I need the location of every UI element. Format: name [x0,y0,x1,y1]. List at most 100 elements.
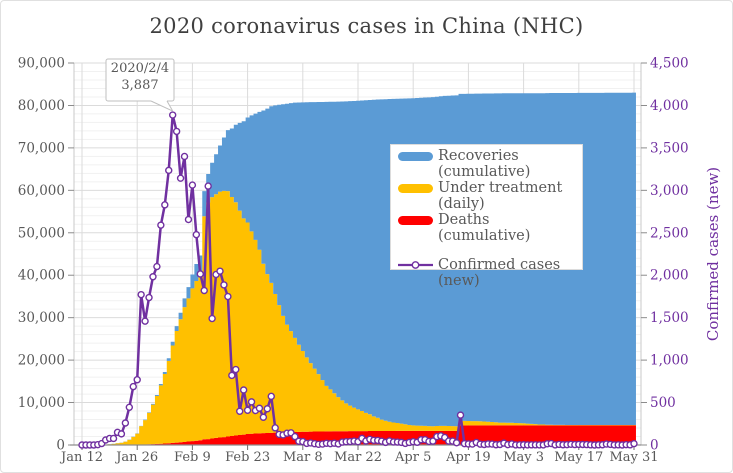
marker-confirmed-new [243,406,252,414]
right-axis-title: Confirmed cases (new) [704,167,722,341]
legend: Recoveries (cumulative) Under treatment (… [390,144,583,289]
marker-confirmed-new [196,270,204,278]
right-axis-label: 1,500 [650,310,689,326]
left-axis-label: 10,000 [18,395,65,411]
marker-confirmed-new [236,407,244,415]
under-treatment-daily-swatch [398,180,433,196]
x-axis-label: Apr 5 [394,450,431,465]
right-axis-label: 2,000 [650,268,689,284]
left-axis-label: 90,000 [18,56,65,72]
marker-confirmed-new [184,215,193,224]
x-axis-label: Mar 8 [283,450,323,465]
x-axis-label: May 3 [503,450,544,465]
left-axis-label: 70,000 [18,140,65,156]
annotation-pointer-edge [166,100,174,112]
annotation-pointer-edge [150,100,173,112]
marker-confirmed-new [117,430,126,438]
marker-confirmed-new [204,182,212,190]
marker-confirmed-new [255,404,264,412]
right-axis-label: 0 [650,438,659,454]
area-deaths-cumulative [80,425,636,445]
marker-confirmed-new [157,221,165,229]
marker-confirmed-new [232,365,240,374]
area-swatch [398,184,433,193]
area-under-treatment-daily [80,190,636,445]
legend-label: Recoveries (cumulative) [438,148,531,180]
recoveries-cumulative-swatch [398,148,433,164]
x-axis-label: Jan 26 [114,450,158,465]
left-axis-label: 40,000 [18,268,65,284]
marker-confirmed-new [125,403,134,412]
marker-confirmed-new [121,419,130,427]
right-axis-label: 1,000 [650,353,689,369]
marker-confirmed-new [259,413,268,421]
right-axis-label: 2,500 [650,225,689,241]
line-marker-swatch [398,261,433,269]
marker-confirmed-new [129,382,137,391]
marker-confirmed-new [133,376,141,384]
marker-confirmed-new [220,281,228,289]
right-axis-label: 3,500 [650,140,689,156]
legend-label: Deaths (cumulative) [438,212,531,244]
marker-confirmed-new [239,386,248,394]
marker-confirmed-new [168,111,177,119]
marker-confirmed-new [630,439,638,448]
marker-confirmed-new [200,286,208,295]
marker-confirmed-new [267,392,275,401]
marker-confirmed-new [137,290,145,299]
legend-item-under-treatment-daily: Under treatment (daily) [398,180,582,212]
left-axis-label: 30,000 [18,310,65,326]
legend-item-recoveries-cumulative: Recoveries (cumulative) [398,148,582,180]
marker-confirmed-new [429,437,437,445]
deaths-cumulative-swatch [398,212,433,228]
left-axis-label: 60,000 [18,183,65,199]
legend-label: Confirmed cases (new) [438,257,561,289]
marker-confirmed-new [141,317,149,325]
marker-confirmed-new [153,262,161,271]
marker-confirmed-new [180,152,189,161]
annotation-box [105,58,175,102]
marker-confirmed-new [247,398,256,406]
marker-confirmed-new [188,181,197,189]
x-axis-label: Apr 19 [445,450,491,465]
marker-confirmed-new [216,267,224,275]
x-axis-label: Jan 12 [59,450,103,465]
x-axis-label: Feb 9 [174,450,211,465]
marker-confirmed-new [224,292,232,301]
x-axis-label: Mar 22 [334,450,382,465]
left-axis-label: 20,000 [18,353,65,369]
legend-item-confirmed-new: Confirmed cases (new) [398,257,582,289]
left-axis-label: 80,000 [18,98,65,114]
marker-confirmed-new [271,424,279,432]
legend-label: Under treatment (daily) [438,180,563,212]
marker-confirmed-new [192,230,201,239]
marker-confirmed-new [161,201,169,209]
right-axis-label: 4,500 [650,56,689,72]
confirmed-new-swatch [398,257,433,273]
marker-confirmed-new [109,434,118,443]
legend-item-deaths-cumulative: Deaths (cumulative) [398,212,582,244]
marker-confirmed-new [176,174,185,182]
chart-title: 2020 coronavirus cases in China (NHC) [149,14,584,38]
x-axis-label: May 31 [609,450,658,465]
marker-confirmed-new [456,411,465,419]
marker-confirmed-new [452,439,461,447]
marker-confirmed-new [228,371,236,380]
left-axis-label: 50,000 [18,225,65,241]
left-axis-label: 0 [56,438,65,454]
area-swatch [398,152,433,161]
marker-confirmed-new [149,273,157,281]
marker-confirmed-new [208,314,216,323]
marker-confirmed-new [172,127,181,136]
marker-confirmed-new [145,293,153,302]
right-axis-label: 3,000 [650,183,689,199]
right-axis-label: 500 [650,395,676,411]
x-axis-label: May 17 [554,450,603,465]
marker-confirmed-new [291,432,299,441]
marker-confirmed-new [165,166,173,175]
x-axis-label: Feb 23 [225,450,270,465]
right-axis-label: 4,000 [650,98,689,114]
marker-confirmed-new [263,405,272,413]
